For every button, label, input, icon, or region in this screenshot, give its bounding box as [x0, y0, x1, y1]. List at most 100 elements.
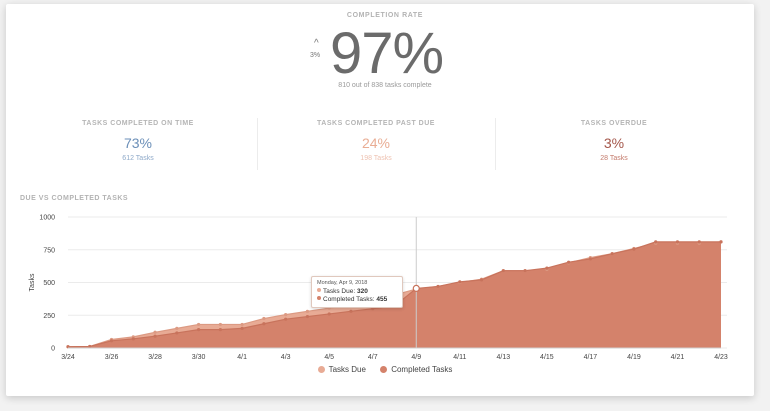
x-tick-label: 3/28 — [148, 354, 162, 361]
point-completed-tasks — [88, 344, 92, 349]
point-tasks-due — [284, 312, 288, 317]
point-completed-tasks — [175, 331, 179, 335]
area-completed-tasks — [68, 241, 721, 348]
x-tick-label: 4/5 — [324, 354, 334, 361]
tooltip-completed-label: Completed Tasks: — [323, 296, 375, 303]
stat-on-time: TASKS COMPLETED ON TIME 73% 612 Tasks — [20, 120, 256, 162]
stat-divider — [257, 118, 258, 170]
x-tick-label: 3/24 — [61, 354, 75, 361]
tooltip-due-label: Tasks Due: — [323, 288, 356, 295]
y-tick-label: 1000 — [39, 215, 55, 222]
stat-past-due: TASKS COMPLETED PAST DUE 24% 198 Tasks — [258, 120, 494, 162]
legend-completed-swatch — [380, 366, 388, 373]
x-tick-label: 4/17 — [584, 354, 598, 361]
completion-subtitle: 810 out of 838 tasks complete — [338, 82, 432, 89]
x-tick-label: 4/1 — [237, 354, 247, 361]
point-completed-tasks — [545, 266, 549, 270]
point-completed-tasks — [262, 322, 266, 326]
point-completed-tasks — [436, 284, 440, 289]
completion-rate-block: ^ 3% 97% — [306, 22, 446, 86]
point-completed-tasks — [66, 345, 70, 349]
stat-overdue: TASKS OVERDUE 3% 28 Tasks — [496, 120, 732, 162]
tooltip-completed-value: 455 — [376, 296, 388, 303]
chart-legend: Tasks Due Completed Tasks — [0, 365, 770, 374]
point-completed-tasks — [284, 317, 288, 321]
point-completed-tasks — [305, 314, 310, 319]
stat-label: TASKS COMPLETED ON TIME — [82, 120, 194, 127]
legend-item-due[interactable]: Tasks Due — [317, 365, 366, 374]
point-tasks-due — [153, 330, 157, 334]
point-tasks-due — [305, 309, 310, 313]
stat-label: TASKS OVERDUE — [580, 120, 648, 127]
stat-count: 612 Tasks — [122, 155, 154, 162]
chart-tooltip: Monday, Apr 9, 2018 Tasks Due: 320 Compl… — [311, 276, 403, 308]
trend-up-icon: ^ — [314, 38, 319, 49]
stat-count: 28 Tasks — [600, 155, 628, 162]
point-completed-tasks — [610, 252, 614, 256]
legend-due-label: Tasks Due — [328, 365, 366, 374]
point-completed-tasks — [501, 269, 505, 273]
y-tick-label: 250 — [43, 313, 55, 320]
point-tasks-due — [240, 322, 244, 327]
x-tick-label: 4/19 — [627, 354, 641, 361]
point-completed-tasks — [218, 328, 222, 332]
stat-divider — [495, 118, 496, 170]
tooltip-due-row: Tasks Due: 320 — [317, 288, 397, 296]
point-completed-tasks — [523, 269, 527, 273]
point-completed-tasks — [719, 240, 723, 244]
point-tasks-due — [175, 326, 179, 330]
point-completed-tasks — [327, 312, 331, 316]
point-completed-tasks — [153, 334, 157, 338]
point-tasks-due — [197, 322, 201, 327]
x-tick-label: 4/11 — [453, 354, 466, 361]
point-completed-tasks — [632, 247, 636, 251]
point-completed-tasks — [240, 326, 244, 330]
legend-item-completed[interactable]: Completed Tasks — [380, 365, 452, 374]
stat-count: 198 Tasks — [360, 155, 392, 162]
stat-label: TASKS COMPLETED PAST DUE — [317, 120, 435, 127]
x-tick-label: 4/13 — [497, 354, 511, 361]
x-tick-label: 3/26 — [105, 354, 119, 361]
point-completed-tasks — [675, 240, 680, 244]
point-completed-tasks — [197, 328, 201, 332]
tooltip-due-dot — [317, 288, 321, 292]
y-tick-label: 750 — [43, 247, 55, 254]
chart-axes: 0 250 500 750 1000 Tasks 3/24 3/26 3/28 3/30 4/1 4/… — [29, 215, 728, 362]
x-tick-label: 4/9 — [411, 354, 421, 361]
x-tick-label: 3/30 — [192, 354, 206, 361]
tooltip-completed-row: Completed Tasks: 455 — [317, 296, 397, 304]
legend-due-swatch — [317, 366, 325, 373]
x-tick-label: 4/7 — [368, 354, 378, 361]
y-axis-label: Tasks — [29, 273, 36, 291]
point-tasks-due — [262, 316, 266, 321]
y-tick-label: 500 — [43, 280, 55, 287]
completion-rate-value: 97% — [330, 21, 444, 86]
point-completed-tasks — [109, 339, 114, 343]
hover-point — [412, 284, 420, 292]
x-tick-label: 4/3 — [281, 354, 291, 361]
point-completed-tasks — [349, 309, 353, 313]
x-tick-label: 4/23 — [714, 354, 728, 361]
completion-rate-title: COMPLETION RATE — [346, 12, 424, 19]
tooltip-due-value: 320 — [356, 288, 368, 295]
point-completed-tasks — [131, 337, 135, 341]
stat-percent: 73% — [123, 135, 153, 151]
point-completed-tasks — [697, 240, 701, 244]
x-tick-label: 4/15 — [540, 354, 554, 361]
completion-rate-delta: 3% — [310, 52, 321, 59]
point-completed-tasks — [567, 260, 571, 264]
x-tick-label: 4/21 — [671, 354, 685, 361]
point-completed-tasks — [479, 278, 484, 282]
stat-percent: 3% — [603, 135, 625, 151]
point-tasks-due — [218, 322, 222, 327]
y-tick-label: 0 — [51, 346, 55, 353]
tooltip-completed-dot — [317, 296, 321, 300]
legend-completed-label: Completed Tasks — [391, 365, 453, 374]
point-completed-tasks — [654, 240, 658, 244]
tooltip-date: Monday, Apr 9, 2018 — [317, 280, 368, 286]
stat-percent: 24% — [361, 135, 391, 151]
point-completed-tasks — [458, 280, 462, 284]
point-completed-tasks — [588, 257, 593, 261]
chart-title: DUE VS COMPLETED TASKS — [20, 195, 129, 202]
